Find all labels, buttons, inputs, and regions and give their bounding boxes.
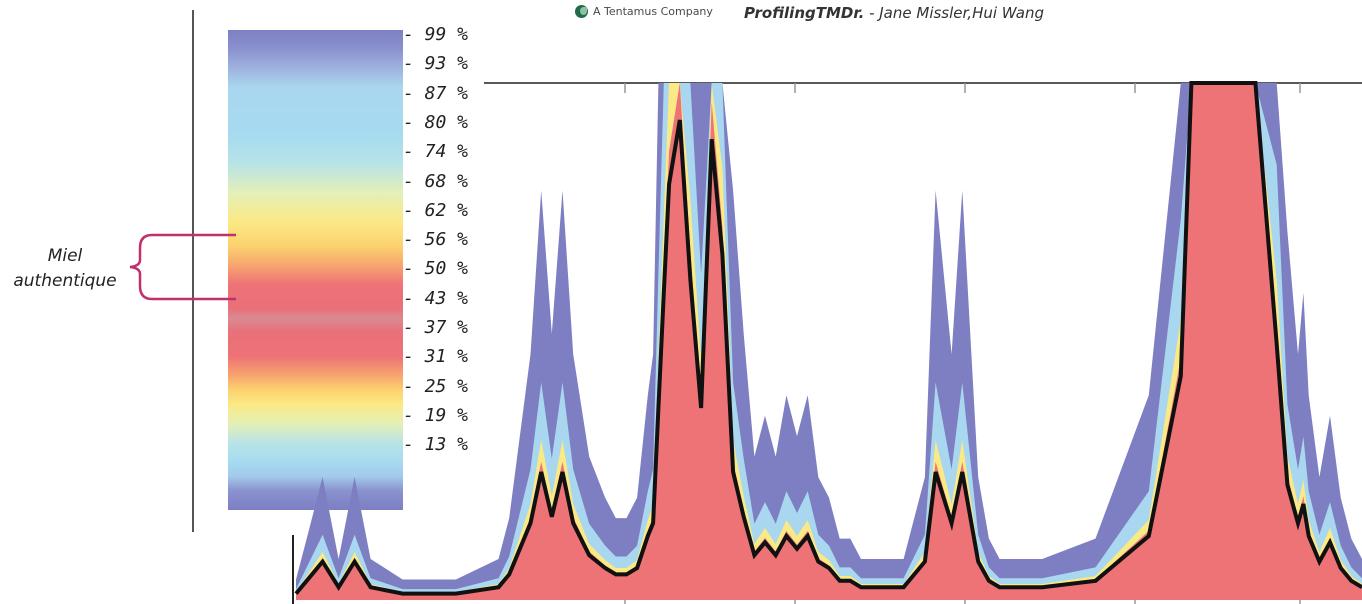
citation-authors: - Jane Missler,Hui Wang [864,4,1045,22]
miel-bracket [129,233,236,301]
colorbar-label: - 43 % [403,287,469,309]
percentile-bands [296,83,1362,600]
citation: ProfilingTMDr. - Jane Missler,Hui Wang [744,4,1044,22]
colorbar-label: - 87 % [403,82,469,104]
colorbar-label: - 68 % [403,170,469,192]
percentile-colorbar [228,30,403,510]
citation-title: ProfilingTMDr. [744,4,865,22]
colorbar-label: - 99 % [403,24,469,45]
colorbar-label: - 31 % [403,346,469,368]
colorbar-label: - 62 % [403,199,469,221]
colorbar-label: - 93 % [403,53,469,75]
colorbar-label: - 25 % [403,375,469,397]
miel-label-line1: Miel [47,246,83,266]
colorbar-label: - 50 % [403,258,469,280]
colorbar-label: - 37 % [403,317,469,338]
colorbar-label: - 80 % [403,111,469,133]
colorbar-axis-line [192,10,194,532]
colorbar-label: - 13 % [403,434,469,456]
miel-label-line2: authentique [13,271,117,291]
brand: A Tentamus Company [575,5,713,18]
colorbar-label: - 74 % [403,141,469,163]
colorbar-label: - 56 % [403,229,469,251]
median-line [294,81,1362,596]
colorbar-label: - 19 % [403,404,469,426]
percentile-band [296,83,1362,600]
tentamus-leaf-icon [575,5,588,18]
brand-text: A Tentamus Company [593,5,713,18]
